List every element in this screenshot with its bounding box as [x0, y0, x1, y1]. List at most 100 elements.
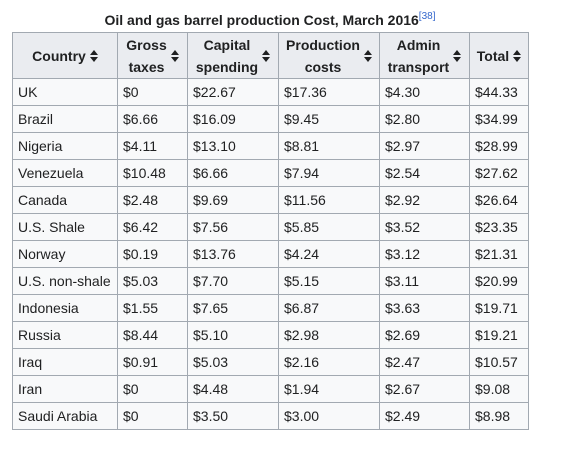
cell-total: $26.64 [469, 186, 529, 214]
cell-admin-transport: $4.30 [379, 78, 470, 106]
cell-country: Venezuela [12, 159, 118, 187]
column-header-production-costs[interactable]: Production costs [278, 32, 380, 79]
cell-country: Iran [12, 375, 118, 403]
table-row: Iran $0 $4.48 $1.94 $2.67 $9.08 [12, 375, 529, 403]
cell-production-costs: $2.98 [278, 321, 380, 349]
sort-both-icon[interactable] [170, 49, 179, 62]
cell-admin-transport: $3.63 [379, 294, 470, 322]
column-header-gross-taxes[interactable]: Gross taxes [117, 32, 188, 79]
caption-title: Oil and gas barrel production Cost, Marc… [104, 12, 419, 28]
column-header-line: Country [32, 47, 86, 64]
table-header: Country Gross taxes Capital spending Producti… [12, 32, 529, 79]
cell-production-costs: $5.15 [278, 267, 380, 295]
column-header-capital-spending[interactable]: Capital spending [187, 32, 279, 79]
cell-admin-transport: $2.92 [379, 186, 470, 214]
cell-admin-transport: $2.54 [379, 159, 470, 187]
cell-country: UK [12, 78, 118, 106]
cell-total: $8.98 [469, 402, 529, 430]
table-row: U.S. Shale $6.42 $7.56 $5.85 $3.52 $23.35 [12, 213, 529, 241]
cell-total: $19.71 [469, 294, 529, 322]
column-header-content: Capital spending [192, 34, 274, 78]
cell-admin-transport: $3.12 [379, 240, 470, 268]
cell-production-costs: $5.85 [278, 213, 380, 241]
cell-total: $20.99 [469, 267, 529, 295]
table-container: Oil and gas barrel production Cost, Marc… [12, 9, 529, 430]
cell-capital-spending: $13.76 [187, 240, 279, 268]
cell-gross-taxes: $8.44 [117, 321, 188, 349]
cell-total: $23.35 [469, 213, 529, 241]
cell-admin-transport: $2.49 [379, 402, 470, 430]
cell-capital-spending: $9.69 [187, 186, 279, 214]
cell-admin-transport: $3.52 [379, 213, 470, 241]
cell-capital-spending: $6.66 [187, 159, 279, 187]
cell-production-costs: $9.45 [278, 105, 380, 133]
column-header-label: Total [477, 45, 509, 67]
cell-admin-transport: $2.80 [379, 105, 470, 133]
cell-gross-taxes: $0 [117, 375, 188, 403]
sort-both-icon[interactable] [363, 49, 372, 62]
table-row: Venezuela $10.48 $6.66 $7.94 $2.54 $27.62 [12, 159, 529, 187]
cell-admin-transport: $2.47 [379, 348, 470, 376]
sort-both-icon[interactable] [513, 49, 522, 62]
column-header-line: costs [304, 58, 342, 75]
cell-capital-spending: $3.50 [187, 402, 279, 430]
cell-total: $9.08 [469, 375, 529, 403]
sort-both-icon[interactable] [262, 49, 271, 62]
cell-admin-transport: $2.97 [379, 132, 470, 160]
cell-country: Russia [12, 321, 118, 349]
column-header-line: taxes [128, 58, 165, 75]
table-caption: Oil and gas barrel production Cost, Marc… [12, 9, 528, 32]
table-row: UK $0 $22.67 $17.36 $4.30 $44.33 [12, 78, 529, 106]
column-header-content: Country [17, 45, 113, 67]
cell-total: $27.62 [469, 159, 529, 187]
column-header-content: Total [474, 45, 524, 67]
table-body: UK $0 $22.67 $17.36 $4.30 $44.33 Brazil $6.66 $1… [12, 78, 529, 430]
column-header-content: Production costs [283, 34, 375, 78]
reference-link[interactable]: [38] [418, 11, 436, 22]
table-row: U.S. non-shale $5.03 $7.70 $5.15 $3.11 $20.99 [12, 267, 529, 295]
cell-country: Brazil [12, 105, 118, 133]
sort-both-icon[interactable] [453, 49, 462, 62]
column-header-line: Production [286, 36, 360, 53]
column-header-country[interactable]: Country [12, 32, 118, 79]
cell-production-costs: $8.81 [278, 132, 380, 160]
table-row: Canada $2.48 $9.69 $11.56 $2.92 $26.64 [12, 186, 529, 214]
cell-production-costs: $3.00 [278, 402, 380, 430]
cell-gross-taxes: $6.66 [117, 105, 188, 133]
cell-country: Nigeria [12, 132, 118, 160]
cell-capital-spending: $4.48 [187, 375, 279, 403]
cell-gross-taxes: $6.42 [117, 213, 188, 241]
cell-country: U.S. non-shale [12, 267, 118, 295]
cell-total: $21.31 [469, 240, 529, 268]
table-row: Nigeria $4.11 $13.10 $8.81 $2.97 $28.99 [12, 132, 529, 160]
column-header-total[interactable]: Total [469, 32, 529, 79]
table-row: Iraq $0.91 $5.03 $2.16 $2.47 $10.57 [12, 348, 529, 376]
cost-table: Country Gross taxes Capital spending Producti… [12, 32, 529, 430]
cell-gross-taxes: $0.19 [117, 240, 188, 268]
cell-capital-spending: $13.10 [187, 132, 279, 160]
sort-both-icon[interactable] [89, 49, 98, 62]
column-header-line: Capital [203, 36, 251, 53]
header-row: Country Gross taxes Capital spending Producti… [12, 32, 529, 79]
cell-gross-taxes: $2.48 [117, 186, 188, 214]
cell-gross-taxes: $10.48 [117, 159, 188, 187]
cell-capital-spending: $7.70 [187, 267, 279, 295]
table-row: Russia $8.44 $5.10 $2.98 $2.69 $19.21 [12, 321, 529, 349]
column-header-admin-transport[interactable]: Admin transport [379, 32, 470, 79]
cell-gross-taxes: $0 [117, 402, 188, 430]
cell-production-costs: $7.94 [278, 159, 380, 187]
column-header-label: Capital spending [196, 34, 258, 78]
cell-country: Norway [12, 240, 118, 268]
cell-production-costs: $6.87 [278, 294, 380, 322]
cell-production-costs: $17.36 [278, 78, 380, 106]
cell-admin-transport: $3.11 [379, 267, 470, 295]
column-header-line: spending [195, 58, 259, 75]
cell-country: Indonesia [12, 294, 118, 322]
cell-country: Saudi Arabia [12, 402, 118, 430]
cell-capital-spending: $5.03 [187, 348, 279, 376]
column-header-line: transport [387, 58, 450, 75]
cell-total: $34.99 [469, 105, 529, 133]
cell-country: Iraq [12, 348, 118, 376]
cell-capital-spending: $7.65 [187, 294, 279, 322]
cell-admin-transport: $2.69 [379, 321, 470, 349]
